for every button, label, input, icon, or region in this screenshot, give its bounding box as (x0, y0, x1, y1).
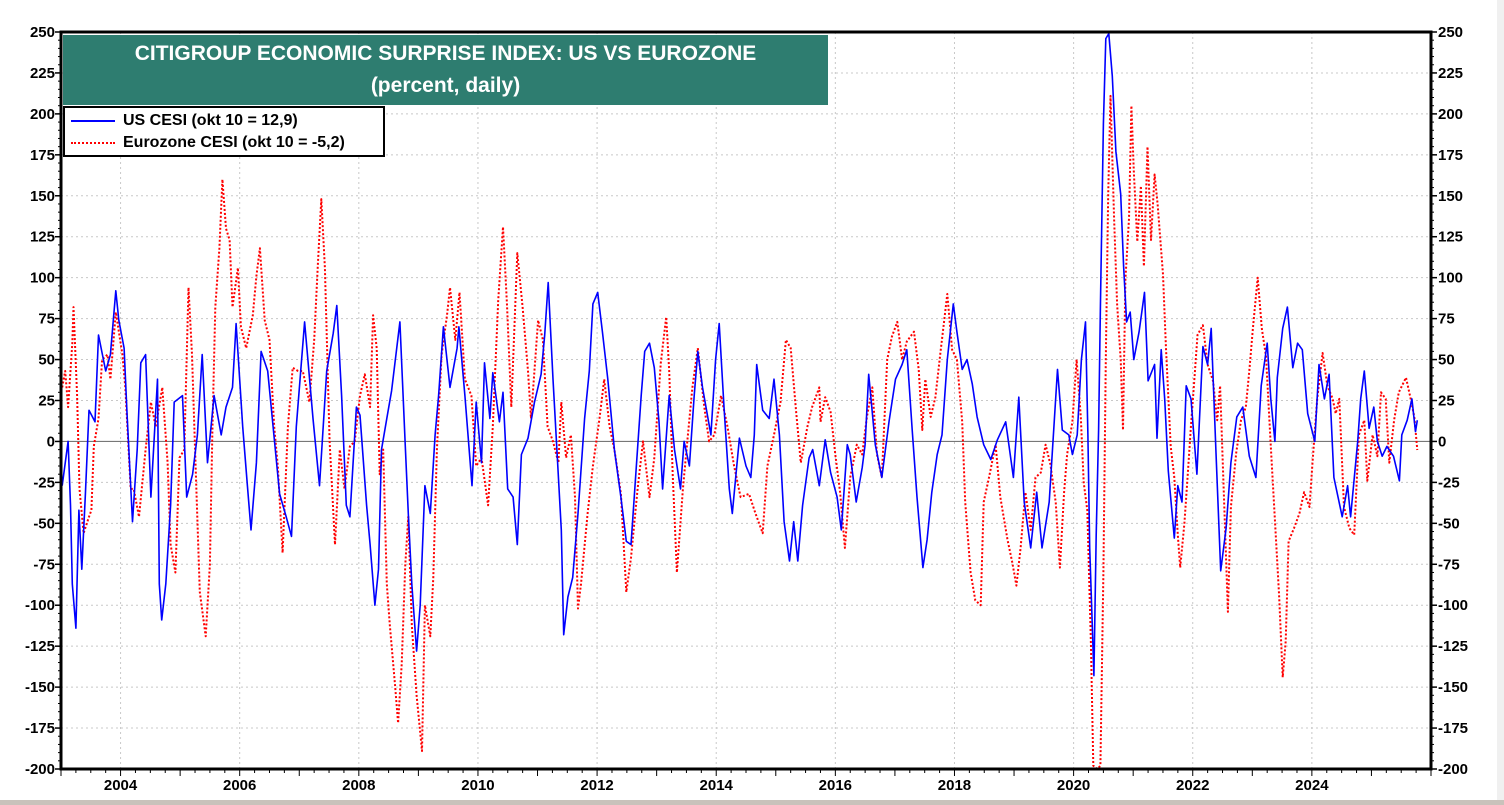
legend-label-eurozone: Eurozone CESI (okt 10 = -5,2) (123, 134, 345, 151)
chart-title: CITIGROUP ECONOMIC SURPRISE INDEX: US VS… (134, 42, 757, 65)
y-tick-label-right: 25 (1438, 393, 1455, 410)
y-tick-label-left: 75 (38, 311, 55, 328)
y-tick-label-right: 150 (1438, 188, 1463, 205)
legend-swatch-us (71, 120, 115, 122)
y-tick-label-left: 50 (38, 352, 55, 369)
plot-frame (59, 30, 1433, 771)
y-tick-label-right: 225 (1438, 65, 1463, 82)
y-tick-label-left: -100 (25, 597, 55, 614)
y-tick-label-left: 200 (30, 106, 55, 123)
y-tick-label-left: -50 (33, 515, 55, 532)
series-group (62, 33, 1419, 768)
y-tick-label-right: 125 (1438, 229, 1463, 246)
x-tick-label: 2016 (819, 777, 852, 794)
y-tick-label-left: 250 (30, 24, 55, 41)
y-tick-label-right: -125 (1438, 638, 1468, 655)
y-tick-label-right: 250 (1438, 24, 1463, 41)
y-tick-label-right: 200 (1438, 106, 1463, 123)
y-tick-label-left: 0 (47, 433, 55, 450)
series-line-us-cesi (62, 33, 1419, 677)
y-tick-label-right: 0 (1438, 433, 1446, 450)
legend-label-us: US CESI (okt 10 = 12,9) (123, 112, 298, 129)
y-tick-label-left: 25 (38, 393, 55, 410)
y-tick-label-right: -175 (1438, 720, 1468, 737)
legend-item-us: US CESI (okt 10 = 12,9) (71, 111, 298, 131)
x-tick-label: 2020 (1057, 777, 1090, 794)
y-tick-label-left: -125 (25, 638, 55, 655)
y-tick-label-left: 225 (30, 65, 55, 82)
y-tick-label-right: 100 (1438, 270, 1463, 287)
y-tick-label-right: 50 (1438, 352, 1455, 369)
y-tick-label-left: -200 (25, 761, 55, 778)
x-tick-label: 2006 (223, 777, 256, 794)
y-tick-label-right: 175 (1438, 147, 1463, 164)
y-tick-label-right: -150 (1438, 679, 1468, 696)
y-tick-label-right: 75 (1438, 311, 1455, 328)
y-tick-label-right: -100 (1438, 597, 1468, 614)
x-tick-label: 2010 (461, 777, 494, 794)
legend-item-eurozone: Eurozone CESI (okt 10 = -5,2) (71, 133, 345, 153)
y-tick-label-left: -75 (33, 556, 55, 573)
window-bottom-border (0, 800, 1504, 805)
x-tick-label: 2014 (700, 777, 734, 794)
x-tick-label: 2022 (1176, 777, 1209, 794)
chart-subtitle: (percent, daily) (370, 74, 521, 97)
legend-swatch-eurozone (71, 142, 115, 144)
y-tick-label-right: -200 (1438, 761, 1468, 778)
x-tick-label: 2004 (104, 777, 138, 794)
y-tick-label-right: -75 (1438, 556, 1460, 573)
y-tick-label-left: 100 (30, 270, 55, 287)
x-tick-label: 2024 (1295, 777, 1329, 794)
y-tick-label-left: 150 (30, 188, 55, 205)
y-tick-label-left: -175 (25, 720, 55, 737)
y-tick-label-left: 125 (30, 229, 55, 246)
y-tick-label-right: -25 (1438, 474, 1460, 491)
x-tick-label: 2012 (580, 777, 613, 794)
window-edge (1497, 0, 1504, 800)
y-tick-label-left: 175 (30, 147, 55, 164)
legend: US CESI (okt 10 = 12,9) Eurozone CESI (o… (63, 106, 385, 157)
y-tick-label-left: -150 (25, 679, 55, 696)
series-line-eurozone-cesi (62, 94, 1419, 768)
x-tick-label: 2008 (342, 777, 375, 794)
y-tick-label-left: -25 (33, 474, 55, 491)
chart-title-box: CITIGROUP ECONOMIC SURPRISE INDEX: US VS… (63, 35, 828, 105)
x-tick-label: 2018 (938, 777, 971, 794)
y-tick-label-right: -50 (1438, 515, 1460, 532)
